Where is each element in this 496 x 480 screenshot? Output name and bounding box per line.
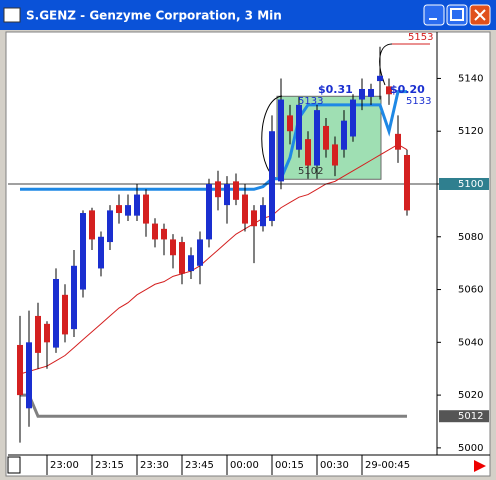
x-tick-label: 23:30 [140,460,169,471]
y-tick-label: 5080 [458,232,483,243]
candle-body [125,205,131,216]
candle-body [224,183,230,206]
y-tick-label: 5040 [458,337,483,348]
candle-body [116,205,122,214]
candle-body [44,323,50,343]
candle-body [26,342,32,409]
y-tick-label: 5000 [458,443,483,454]
candle-body [89,210,95,240]
x-tick-label: 00:15 [275,460,304,471]
candle-body [215,181,221,198]
marker-box [439,410,489,423]
candle-body [152,223,158,240]
candle-body [296,104,302,150]
candle-body [170,239,176,256]
marker-label: 5012 [458,411,483,422]
candle-body [350,99,356,137]
candle-body [197,239,203,266]
annotation: $0.20 [390,83,425,96]
window-title: S.GENZ - Genzyme Corporation, 3 Min [26,9,282,23]
candle-body [53,278,59,348]
annotation: 5133 [298,96,323,107]
x-tick-label: 29-00:45 [365,460,410,471]
x-tick-label: 00:30 [320,460,349,471]
annotation: 5153 [408,32,433,43]
candle-body [188,255,194,272]
x-tick-label: 23:15 [95,460,124,471]
candle-body [233,181,239,200]
candle-body [107,210,113,243]
annotation: $0.31 [318,83,353,96]
candle-body [377,75,383,82]
close-icon [474,9,486,21]
annotation: 5102 [298,166,323,177]
candle-body [260,205,266,227]
x-tick-label: 00:00 [230,460,259,471]
candle-body [143,194,149,224]
x-tick-label: 23:00 [50,460,79,471]
candle-body [323,125,329,150]
candle-body [386,86,392,95]
candle-body [278,99,284,182]
candle-body [35,315,41,353]
candle-body [359,88,365,100]
candle-body [341,120,347,150]
y-tick-label: 5060 [458,285,483,296]
app-icon [3,7,21,23]
overlay-line [20,393,407,418]
candle-body [161,228,167,240]
candle-body [242,194,248,224]
candle-body [80,213,86,290]
candle-body [134,194,140,216]
candle-body [206,183,212,240]
maximize-icon [450,8,464,21]
scroll-box[interactable] [7,456,21,474]
y-tick-label: 5140 [458,73,483,84]
overlay-line [19,143,408,375]
candle-body [287,115,293,132]
minimize-button[interactable] [423,4,445,26]
candle-body [98,236,104,269]
candle-body [314,110,320,166]
candle-body [251,210,257,227]
candle-body [179,242,185,274]
candle-body [62,294,68,335]
candle-body [71,265,77,330]
marker-label: 5100 [458,179,483,190]
scroll-arrow[interactable] [474,460,486,472]
candle-body [269,131,275,221]
candle-body [368,88,374,97]
y-tick-label: 5020 [458,390,483,401]
candle-body [332,144,338,166]
candle-body [395,133,401,150]
chart-panel [5,31,491,477]
candle-body [17,344,23,396]
candle-body [305,139,311,166]
overlay-line [20,90,407,191]
annotation: 5133 [406,96,431,107]
y-tick-label: 5120 [458,126,483,137]
x-tick-label: 23:45 [185,460,214,471]
candle-body [404,154,410,211]
marker-box [439,177,489,190]
plot-area: 5000 5020 5040 5060 5080 5100 5120 5140 23:00 23:… [8,32,489,475]
title-bar [0,0,496,30]
